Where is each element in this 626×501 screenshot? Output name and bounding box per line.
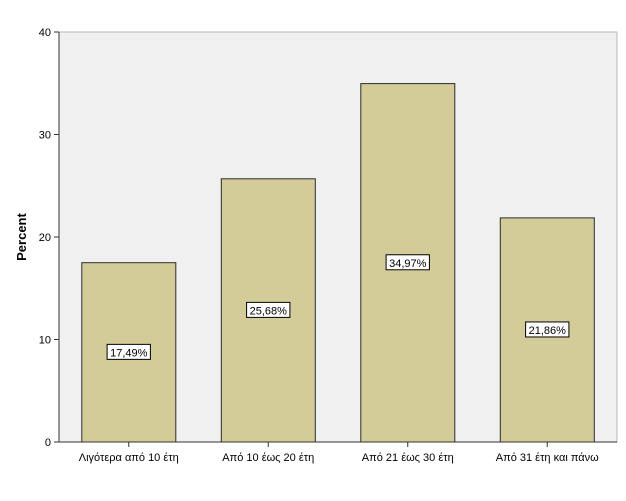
x-tick-label: Από 21 έως 30 έτη (362, 452, 454, 464)
data-label: 34,97% (385, 254, 430, 271)
data-label-text: 17,49% (110, 347, 148, 359)
y-tick-label: 0 (45, 437, 51, 449)
data-label-box (106, 343, 151, 360)
y-axis-title: Percent (14, 212, 29, 260)
data-label-box (525, 321, 570, 338)
y-tick-label: 40 (39, 27, 51, 39)
x-tick-label: Από 31 έτη και πάνω (496, 452, 599, 464)
x-tick-label: Λιγότερα από 10 έτη (79, 452, 179, 464)
y-tick-label: 20 (39, 232, 51, 244)
data-label-text: 34,97% (389, 258, 427, 270)
y-tick-label: 10 (39, 335, 51, 347)
x-tick-label: Από 10 έως 20 έτη (222, 452, 314, 464)
data-label-text: 21,86% (529, 325, 567, 337)
axes-group: Λιγότερα από 10 έτη Από 10 έως 20 έτη Από … (39, 27, 617, 464)
y-tick-label: 30 (39, 130, 51, 142)
data-label: 25,68% (246, 301, 291, 318)
data-label-text: 25,68% (250, 305, 288, 317)
data-label: 21,86% (525, 321, 570, 338)
data-label-box (246, 301, 291, 318)
data-label: 17,49% (106, 343, 151, 360)
data-label-box (385, 254, 430, 271)
data-labels-group: 17,49% 25,68% 34,97% 21,86% (106, 254, 570, 360)
